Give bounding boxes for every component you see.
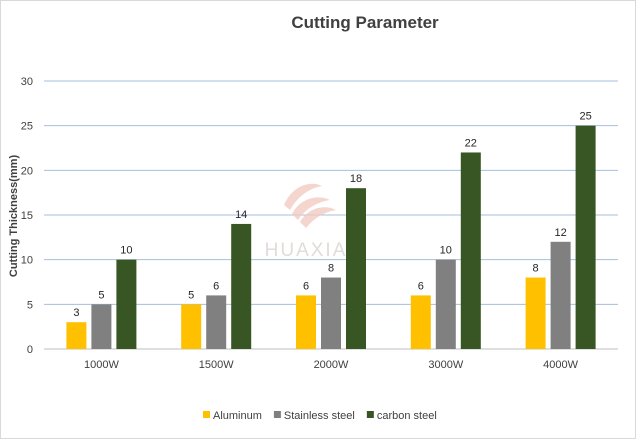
y-tick-label: 20 (21, 165, 33, 177)
x-axis-ticks: 1000W 1500W 2000W 3000W 4000W (84, 359, 579, 371)
data-label: 25 (579, 111, 591, 123)
huaxia-logo-icon (284, 183, 336, 228)
legend-swatch (203, 411, 210, 418)
data-label: 10 (440, 245, 452, 257)
chart-title: Cutting Parameter (291, 13, 439, 32)
data-label: 6 (303, 280, 309, 292)
legend-label: Stainless steel (284, 410, 355, 422)
legend: Aluminum Stainless steel carbon steel (203, 410, 437, 422)
x-tick-label: 1000W (84, 359, 119, 371)
data-labels: 3 5 10 5 6 14 6 8 18 6 10 22 8 12 25 (73, 111, 591, 320)
y-axis-ticks: 0 5 10 15 20 25 30 (21, 76, 33, 356)
bar (410, 295, 431, 349)
bar (181, 304, 202, 349)
x-tick-label: 2000W (314, 359, 349, 371)
bar (206, 295, 227, 349)
y-axis-label: Cutting Thickness(mm) (8, 155, 20, 278)
bar (346, 188, 366, 349)
x-tick-label: 4000W (543, 359, 578, 371)
bar (116, 259, 137, 349)
data-label: 8 (533, 263, 539, 275)
bar (321, 277, 341, 349)
legend-label: Aluminum (213, 410, 262, 422)
watermark: HUAXIA (265, 183, 348, 261)
y-tick-label: 10 (21, 255, 33, 267)
bar (296, 295, 316, 349)
bar (66, 322, 87, 349)
x-tick-label: 3000W (428, 359, 463, 371)
legend-swatch (273, 411, 281, 418)
bar (435, 259, 456, 349)
y-tick-label: 30 (21, 76, 33, 88)
y-tick-label: 5 (27, 299, 33, 311)
data-label: 6 (418, 280, 424, 292)
bars (66, 125, 596, 350)
data-label: 10 (120, 245, 132, 257)
x-tick-label: 1500W (199, 359, 234, 371)
data-label: 5 (98, 289, 104, 301)
gridlines (44, 80, 618, 350)
legend-swatch (366, 411, 374, 418)
bar (525, 277, 546, 349)
data-label: 12 (554, 227, 566, 239)
data-label: 14 (235, 209, 247, 221)
watermark-text: HUAXIA (265, 240, 348, 261)
bar (575, 125, 596, 350)
data-label: 18 (350, 173, 362, 185)
data-label: 6 (213, 280, 219, 292)
data-label: 5 (188, 289, 194, 301)
bar (91, 304, 112, 349)
bar (231, 223, 252, 349)
data-label: 22 (465, 137, 477, 149)
bar (550, 241, 571, 349)
data-label: 3 (73, 307, 79, 319)
bar (460, 152, 481, 349)
y-tick-label: 0 (27, 344, 33, 356)
legend-label: carbon steel (377, 410, 437, 422)
y-tick-label: 15 (21, 210, 33, 222)
y-tick-label: 25 (21, 121, 33, 133)
data-label: 8 (328, 263, 334, 275)
